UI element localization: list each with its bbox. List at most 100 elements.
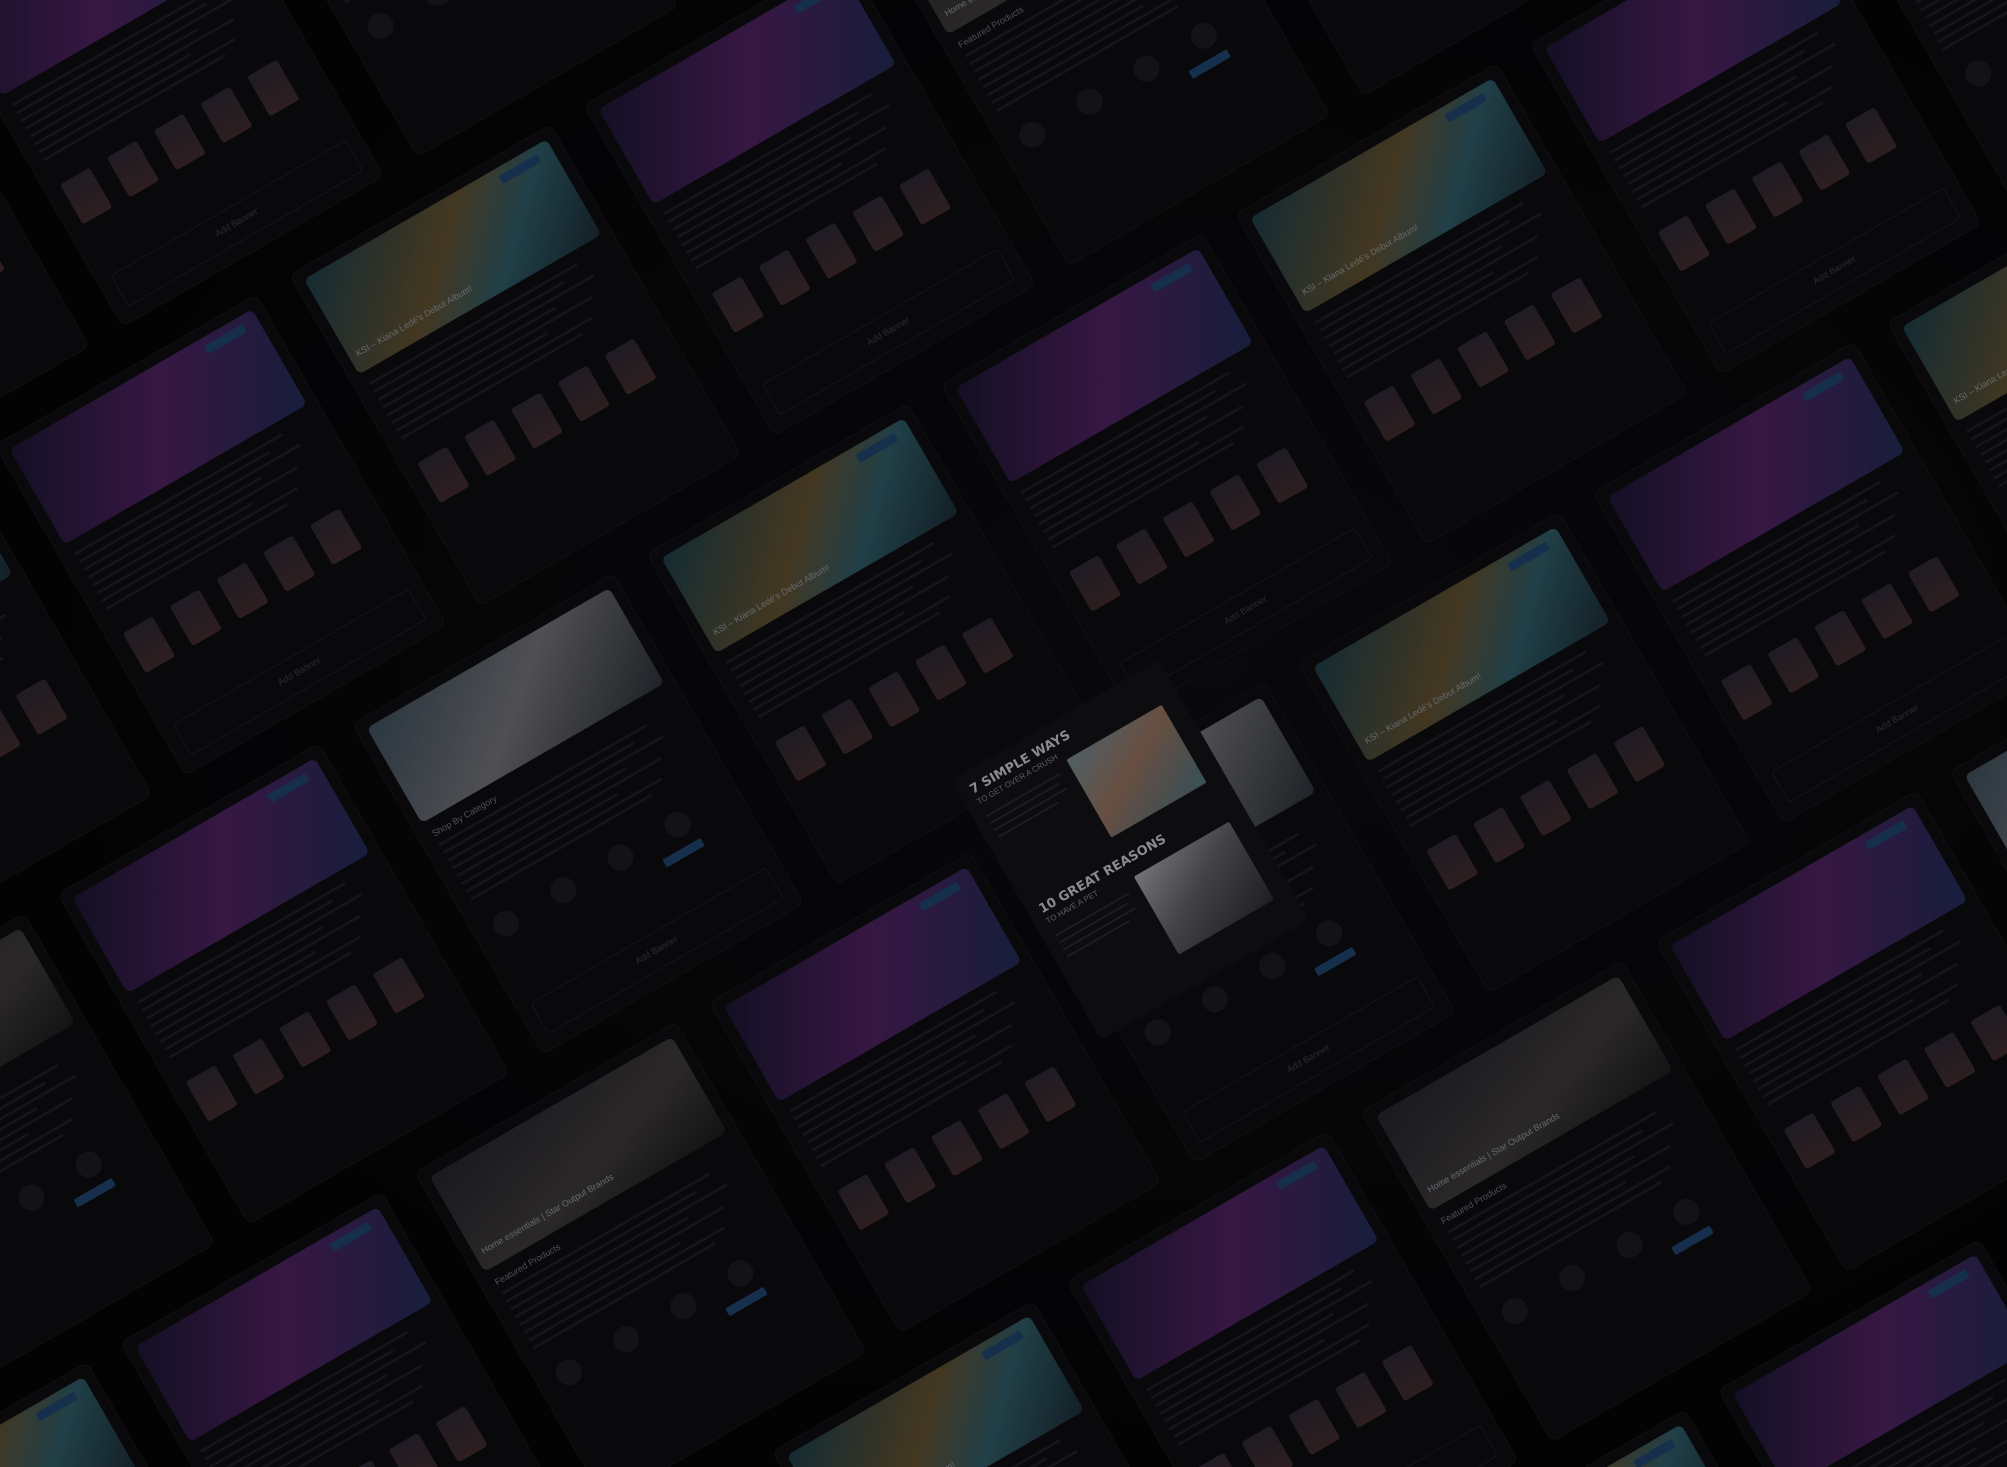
thumbnail-hero-image xyxy=(0,479,13,715)
add-to-cart-button xyxy=(1188,49,1232,79)
product-image xyxy=(1960,55,1997,92)
product-image xyxy=(13,1179,50,1216)
movie-poster xyxy=(153,113,206,171)
movie-poster xyxy=(216,562,269,620)
movie-poster xyxy=(1720,663,1773,721)
movie-poster xyxy=(106,140,160,198)
movie-poster xyxy=(1363,385,1416,442)
movie-poster xyxy=(1783,1112,1836,1170)
movie-poster xyxy=(0,705,22,763)
product-image xyxy=(70,1146,107,1183)
movie-poster xyxy=(1519,779,1573,837)
product-image xyxy=(659,806,696,843)
product-image xyxy=(545,872,582,909)
product-image xyxy=(1128,50,1165,87)
movie-poster xyxy=(557,365,610,423)
movie-poster xyxy=(1381,1344,1434,1402)
add-to-cart-button xyxy=(662,837,705,868)
movie-poster xyxy=(463,419,517,477)
movie-poster xyxy=(372,957,426,1014)
movie-poster xyxy=(837,1173,890,1231)
product-image xyxy=(1186,17,1222,54)
movie-poster xyxy=(774,725,827,782)
movie-poster xyxy=(1334,1371,1388,1429)
movie-poster xyxy=(1241,1425,1294,1467)
movie-poster xyxy=(1923,1031,1977,1089)
movie-poster xyxy=(821,698,874,755)
movie-poster xyxy=(1704,188,1757,245)
product-image xyxy=(1554,1260,1590,1296)
movie-poster xyxy=(1456,331,1510,388)
movie-poster xyxy=(1287,1398,1341,1456)
product-image xyxy=(1014,116,1051,153)
movie-poster xyxy=(1830,1085,1883,1143)
movie-poster xyxy=(15,678,68,736)
movie-poster xyxy=(263,535,316,593)
movie-poster xyxy=(1162,501,1215,558)
movie-poster xyxy=(0,229,6,287)
movie-poster xyxy=(185,1065,238,1122)
movie-poster xyxy=(417,446,470,504)
thumbnail-hero-image xyxy=(892,0,1191,35)
movie-poster xyxy=(247,59,300,117)
movie-poster xyxy=(883,1146,937,1204)
product-image xyxy=(1497,1293,1533,1329)
movie-poster xyxy=(851,195,905,253)
product-image xyxy=(665,1288,702,1324)
add-to-cart-button xyxy=(1671,1225,1714,1256)
movie-poster xyxy=(325,984,379,1041)
movie-poster xyxy=(961,617,1014,674)
add-to-cart-button xyxy=(725,1286,768,1317)
feature-photo-woman xyxy=(1066,704,1207,838)
product-image xyxy=(1140,1014,1176,1050)
movie-poster xyxy=(867,671,921,728)
movie-poster xyxy=(1255,447,1309,504)
product-image xyxy=(608,1321,644,1357)
movie-poster xyxy=(341,1459,395,1467)
product-image xyxy=(1197,981,1233,1017)
product-image xyxy=(1071,83,1108,120)
movie-poster xyxy=(1814,609,1867,667)
product-image xyxy=(1254,948,1290,984)
movie-poster xyxy=(279,1011,332,1068)
movie-poster xyxy=(1426,833,1479,891)
product-image xyxy=(488,905,524,942)
feature-text-line xyxy=(993,787,1068,832)
movie-poster xyxy=(604,338,657,396)
thumbnail-hero-image xyxy=(1544,0,1843,144)
movie-poster xyxy=(1970,1004,2007,1062)
movie-poster xyxy=(1860,582,1914,640)
movie-poster xyxy=(1194,1452,1247,1467)
movie-poster xyxy=(1472,806,1526,864)
movie-poster xyxy=(232,1038,285,1095)
add-to-cart-button xyxy=(73,1177,117,1208)
feature-text-line xyxy=(1062,907,1137,951)
movie-poster xyxy=(1844,107,1898,164)
thumbnail-hero-image xyxy=(0,1376,139,1467)
feature-text-line xyxy=(1066,919,1130,958)
movie-poster xyxy=(914,644,968,701)
movie-poster xyxy=(930,1119,984,1177)
add-to-cart-button xyxy=(1313,946,1357,977)
movie-poster xyxy=(1068,555,1122,612)
product-image xyxy=(1611,1227,1648,1263)
movie-poster xyxy=(1751,161,1804,218)
product-image xyxy=(1311,915,1348,951)
movie-poster xyxy=(388,1432,442,1467)
movie-poster xyxy=(309,508,363,566)
movie-poster xyxy=(435,1405,488,1463)
movie-poster xyxy=(898,168,952,226)
movie-poster xyxy=(169,589,222,647)
movie-poster xyxy=(1115,528,1169,585)
product-image xyxy=(722,1255,759,1291)
movie-poster xyxy=(1209,474,1262,531)
movie-poster xyxy=(1024,1065,1077,1123)
feature-text-line xyxy=(997,801,1060,839)
movie-poster xyxy=(711,276,765,334)
product-image xyxy=(551,1354,587,1390)
movie-poster xyxy=(59,167,113,225)
movie-poster xyxy=(1550,277,1603,334)
thumbnail-hero-image xyxy=(0,927,76,1164)
movie-poster xyxy=(1657,215,1711,272)
movie-poster xyxy=(1876,1058,1930,1116)
